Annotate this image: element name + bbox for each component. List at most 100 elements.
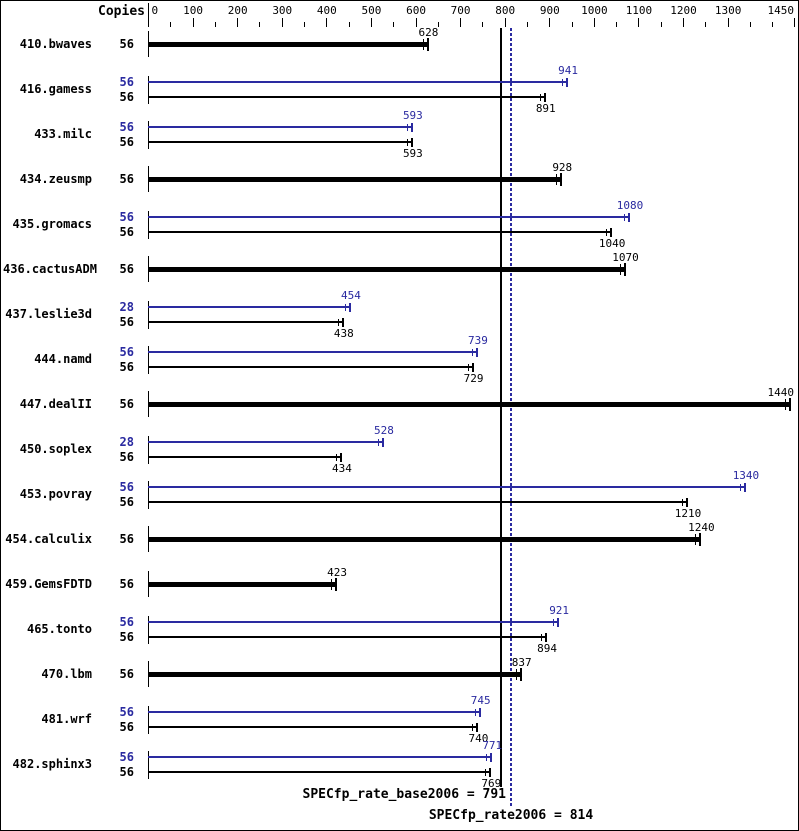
axis-tick-major [549,18,551,27]
value-label: 454 [340,289,361,302]
benchmark-label: 450.soplex [19,442,92,456]
axis-tick-label: 600 [406,4,426,17]
copies-value: 56 [119,765,134,779]
copies-column-header: Copies [98,4,145,19]
value-label: 745 [470,694,491,707]
bar-endcap [685,497,688,507]
bar-error-tick [406,123,408,131]
bar-peak [148,486,746,488]
peak-result-label: SPECfp_rate2006 = 814 [428,808,594,823]
axis-tick-minor [393,22,395,27]
value-label: 1210 [674,507,702,520]
bar-error-tick [406,138,408,146]
axis-tick-minor [705,22,707,27]
base-result-label: SPECfp_rate_base2006 = 791 [302,787,507,802]
value-label: 928 [552,161,573,174]
bar-base [148,771,492,773]
value-label: 628 [418,26,439,39]
value-label: 434 [332,462,352,475]
bar-endcap [490,752,493,762]
bar-endcap [743,482,746,492]
bar-endcap [340,452,342,462]
bar-error-tick [739,483,741,491]
bar-endcap [341,317,344,327]
bar-base [148,536,702,542]
row-axis-segment [148,436,149,464]
bar-peak [148,126,413,128]
bar-endcap [471,362,474,372]
copies-value: 56 [119,615,134,629]
axis-tick-label: 0 [151,4,159,17]
axis-tick-minor [616,22,618,27]
row-axis-segment [148,211,149,239]
axis-tick-label: 1200 [670,4,697,17]
axis-tick-minor [772,22,774,27]
row-axis-segment [148,301,149,329]
bar-endcap [610,227,613,237]
axis-tick-minor [749,22,751,27]
bar-error-tick [467,363,469,371]
bar-error-tick [336,453,337,461]
value-label: 740 [468,732,489,745]
bar-peak [148,621,560,623]
value-label: 1240 [688,521,715,534]
axis-tick-major [326,18,328,27]
bar-endcap [410,137,413,147]
copies-value: 56 [119,750,134,764]
value-label: 1070 [612,251,639,264]
bar-base [148,671,522,677]
copies-value: 56 [119,120,134,134]
bar-endcap [348,302,351,312]
bar-endcap [519,667,522,681]
bar-error-tick [556,173,558,185]
copies-value: 56 [119,172,134,186]
copies-value: 56 [119,360,134,374]
axis-tick-minor [571,22,573,27]
row-axis-segment [148,121,149,149]
bar-error-tick [474,708,476,716]
value-label: 593 [402,147,423,160]
axis-tick-label: 100 [183,4,204,17]
bar-error-tick [422,38,424,50]
value-label: 941 [558,64,578,77]
value-label: 891 [535,102,556,115]
axis-tick-label: 700 [450,4,471,17]
copies-value: 56 [119,397,134,411]
bar-endcap [628,212,631,222]
bar-peak [148,216,631,218]
axis-tick-major [727,18,729,27]
value-label: 769 [481,777,502,790]
axis-tick-major [237,18,239,27]
value-label: 739 [468,334,488,347]
axis-tick-label: 1300 [714,4,742,17]
copies-value: 56 [119,577,134,591]
axis-tick-major [593,18,595,27]
bar-endcap [410,122,413,132]
axis-tick-minor [214,22,216,27]
peak-reference-line [510,28,513,807]
bar-error-tick [539,93,541,101]
value-label: 1440 [767,386,795,399]
axis-tick-minor [170,22,172,27]
bar-error-tick [562,78,564,86]
value-label: 423 [327,566,348,579]
bar-error-tick [553,618,555,626]
bar-endcap [381,437,384,447]
benchmark-label: 459.GemsFDTD [5,577,92,591]
bar-error-tick [485,768,487,776]
row-axis-segment [148,751,149,779]
axis-tick-major [415,18,417,27]
bar-endcap [489,767,492,777]
bar-error-tick [681,498,683,506]
axis-tick-label: 200 [227,4,248,17]
copies-value: 56 [119,90,134,104]
benchmark-label: 444.namd [34,352,92,366]
value-label: 1340 [732,469,760,482]
axis-tick-label: 1100 [625,4,653,17]
value-label: 1040 [598,237,626,250]
bar-endcap [788,397,791,411]
copies-value: 56 [119,480,134,494]
bar-base [148,726,479,728]
bar-error-tick [695,533,697,545]
